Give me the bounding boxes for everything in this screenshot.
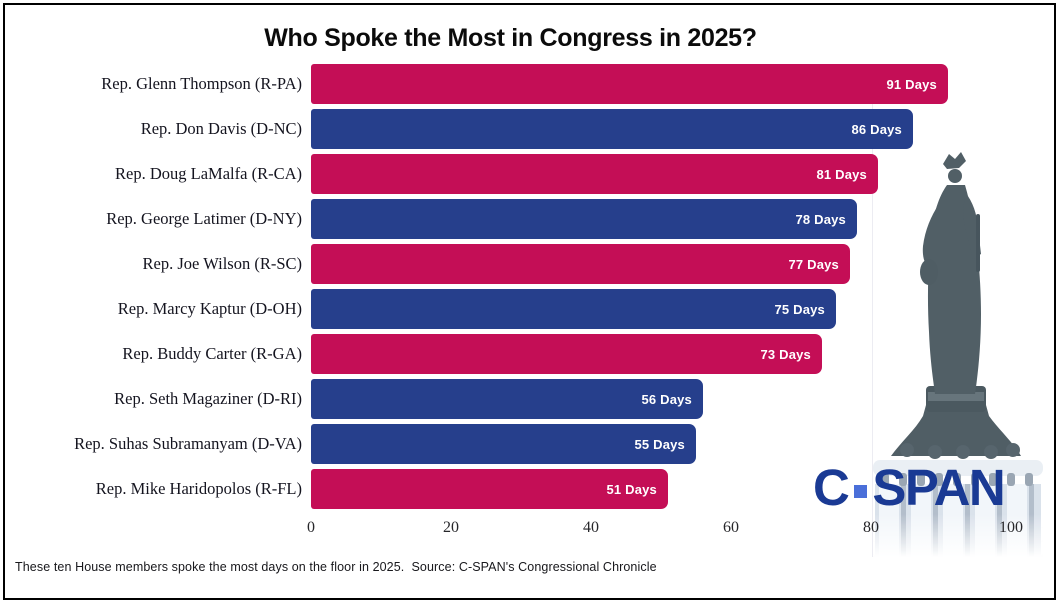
chart-row: Rep. Seth Magaziner (D-RI) 56 Days xyxy=(0,379,948,419)
bar-category-label: Rep. Buddy Carter (R-GA) xyxy=(122,344,302,363)
chart-title: Who Spoke the Most in Congress in 2025? xyxy=(264,24,757,52)
chart-row: Rep. Glenn Thompson (R-PA) 91 Days xyxy=(0,64,948,104)
chart-bar: 78 Days xyxy=(311,199,857,239)
bar-category-label: Rep. Glenn Thompson (R-PA) xyxy=(101,74,302,93)
chart-row: Rep. Suhas Subramanyam (D-VA) 55 Days xyxy=(0,424,948,464)
cspan-logo-span: SPAN xyxy=(872,459,1005,516)
cspan-logo-c: C xyxy=(813,459,850,516)
chart-bar: 73 Days xyxy=(311,334,822,374)
cspan-logo-square-dot-icon xyxy=(854,485,868,498)
chart-bar: 77 Days xyxy=(311,244,850,284)
x-axis-tick-label: 40 xyxy=(583,519,599,536)
capitol-dome-photo xyxy=(872,64,1043,557)
bar-value-label: 75 Days xyxy=(774,301,825,317)
chart-row: Rep. Joe Wilson (R-SC) 77 Days xyxy=(0,244,948,284)
chart-bar: 75 Days xyxy=(311,289,836,329)
source-note: These ten House members spoke the most d… xyxy=(15,560,657,574)
bar-value-label: 73 Days xyxy=(760,346,811,362)
x-axis-tick-label: 80 xyxy=(863,519,879,536)
chart-row: Rep. Don Davis (D-NC) 86 Days xyxy=(0,109,948,149)
bar-value-label: 77 Days xyxy=(788,256,839,272)
bar-category-label: Rep. Suhas Subramanyam (D-VA) xyxy=(74,434,302,453)
chart-rows: Rep. Glenn Thompson (R-PA) 91 Days Rep. Do… xyxy=(0,64,948,514)
bar-category-label: Rep. George Latimer (D-NY) xyxy=(106,209,302,228)
bar-category-label: Rep. Marcy Kaptur (D-OH) xyxy=(117,299,302,318)
x-axis-tick-label: 20 xyxy=(443,519,459,536)
bar-value-label: 86 Days xyxy=(851,121,902,137)
chart-bar: 86 Days xyxy=(311,109,913,149)
cspan-logo: C SPAN xyxy=(813,459,1006,516)
chart-row: Rep. Buddy Carter (R-GA) 73 Days xyxy=(0,334,948,374)
bar-value-label: 51 Days xyxy=(606,481,657,497)
chart-bar: 51 Days xyxy=(311,469,668,509)
x-axis-tick-label: 0 xyxy=(307,519,315,536)
bar-value-label: 55 Days xyxy=(634,436,685,452)
chart-row: Rep. Doug LaMalfa (R-CA) 81 Days xyxy=(0,154,948,194)
chart-bar: 91 Days xyxy=(311,64,948,104)
bar-category-label: Rep. Mike Haridopolos (R-FL) xyxy=(95,479,302,498)
bar-category-label: Rep. Doug LaMalfa (R-CA) xyxy=(115,164,302,183)
chart-row: Rep. George Latimer (D-NY) 78 Days xyxy=(0,199,948,239)
x-axis: 0 20 40 60 80 100 xyxy=(0,519,1059,545)
chart-row: Rep. Marcy Kaptur (D-OH) 75 Days xyxy=(0,289,948,329)
x-axis-tick-label: 100 xyxy=(999,519,1023,536)
statue-of-freedom-image xyxy=(873,152,1043,557)
bar-value-label: 81 Days xyxy=(816,166,867,182)
bar-value-label: 91 Days xyxy=(886,76,937,92)
bar-category-label: Rep. Don Davis (D-NC) xyxy=(140,119,302,138)
chart-bar: 55 Days xyxy=(311,424,696,464)
bar-category-label: Rep. Joe Wilson (R-SC) xyxy=(142,254,302,273)
bar-value-label: 56 Days xyxy=(641,391,692,407)
x-axis-tick-label: 60 xyxy=(723,519,739,536)
chart-bar: 81 Days xyxy=(311,154,878,194)
bar-value-label: 78 Days xyxy=(795,211,846,227)
chart-bar: 56 Days xyxy=(311,379,703,419)
chart-row: Rep. Mike Haridopolos (R-FL) 51 Days xyxy=(0,469,948,509)
bar-category-label: Rep. Seth Magaziner (D-RI) xyxy=(114,389,302,408)
